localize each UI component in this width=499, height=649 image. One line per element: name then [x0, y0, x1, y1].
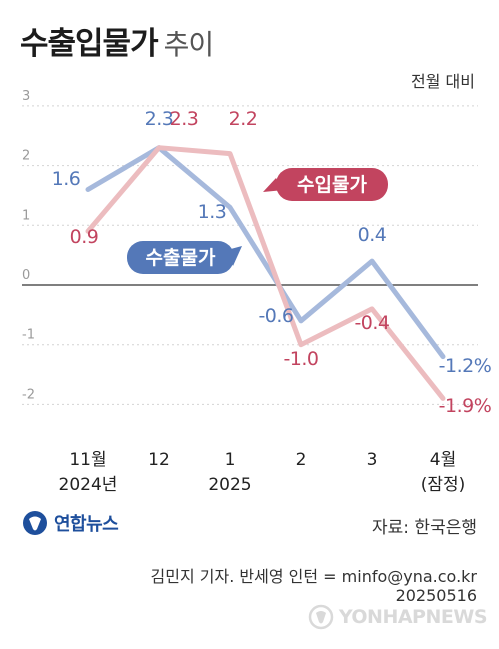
comparison-note: 전월 대비	[411, 72, 475, 91]
y-tick-label-5: -2	[22, 387, 35, 402]
yonhap-logo: 연합뉴스	[22, 510, 119, 536]
y-tick-label-2: 1	[22, 208, 30, 223]
y-tick-label-0: 3	[22, 89, 30, 104]
x-tick-label-2: 1	[225, 450, 236, 470]
tick-layer: 3 2 1 0 -1 -2	[22, 89, 35, 402]
x-tick-label-0: 11월	[69, 450, 106, 470]
data-label-1-1: 2.3	[170, 108, 199, 130]
date-code: 20250516	[395, 586, 477, 605]
x-tick-label-1: 12	[148, 450, 170, 470]
data-label-0-3: -0.6	[258, 305, 293, 327]
legend-label-0: 수입물가	[297, 174, 367, 196]
data-label-0-0: 1.6	[52, 168, 81, 190]
data-label-0-5: -1.2%	[439, 355, 492, 377]
data-label-1-5: -1.9%	[439, 395, 492, 417]
y-tick-label-1: 2	[22, 149, 30, 164]
watermark: YONHAPNEWS	[308, 604, 488, 630]
data-label-1-4: -0.4	[354, 312, 389, 334]
data-label-1-0: 0.9	[70, 226, 99, 248]
watermark-emblem-icon	[308, 604, 334, 630]
credit-line: 김민지 기자. 반세영 인턴 = minfo@yna.co.kr	[150, 567, 477, 586]
watermark-text: YONHAPNEWS	[338, 606, 488, 628]
x-tick-sublabel-0: 2024년	[59, 475, 118, 495]
series-line-1	[85, 145, 446, 401]
y-tick-label-3: 0	[22, 268, 30, 283]
y-tick-label-4: -1	[22, 328, 35, 343]
callout-box-1	[127, 241, 234, 274]
data-label-0-2: 1.3	[198, 201, 227, 223]
source-note: 자료: 한국은행	[372, 518, 477, 538]
x-tick-label-5: 4월	[430, 450, 456, 470]
chart-title: 수출입물가 추이	[20, 18, 215, 63]
logo-text: 연합뉴스	[54, 514, 119, 535]
data-label-1-3: -1.0	[283, 348, 318, 370]
yonhap-emblem-icon	[23, 511, 47, 535]
series-line-0	[85, 145, 446, 360]
line-layer	[85, 145, 446, 401]
data-label-0-1: 2.3	[145, 108, 174, 130]
x-tick-label-3: 2	[296, 450, 307, 470]
xtick-layer: 11월 2024년 12 1 2025 2 3 4월 (잠정)	[59, 450, 466, 495]
legend-label-1: 수출물가	[146, 247, 216, 269]
label-layer: 1.6 2.3 1.3 -0.6 0.4 -1.2% 0.9 2.3 2.2 -1.0 -0.4 -1…	[52, 108, 492, 417]
x-tick-label-4: 3	[367, 450, 378, 470]
callout-box-0	[276, 168, 388, 201]
data-label-1-2: 2.2	[229, 108, 258, 130]
title-sub: 추이	[163, 28, 215, 61]
title-main: 수출입물가	[20, 26, 159, 62]
data-label-0-4: 0.4	[358, 224, 387, 246]
x-tick-sublabel-2: 2025	[208, 475, 251, 495]
x-tick-sublabel-5: (잠정)	[421, 475, 466, 495]
